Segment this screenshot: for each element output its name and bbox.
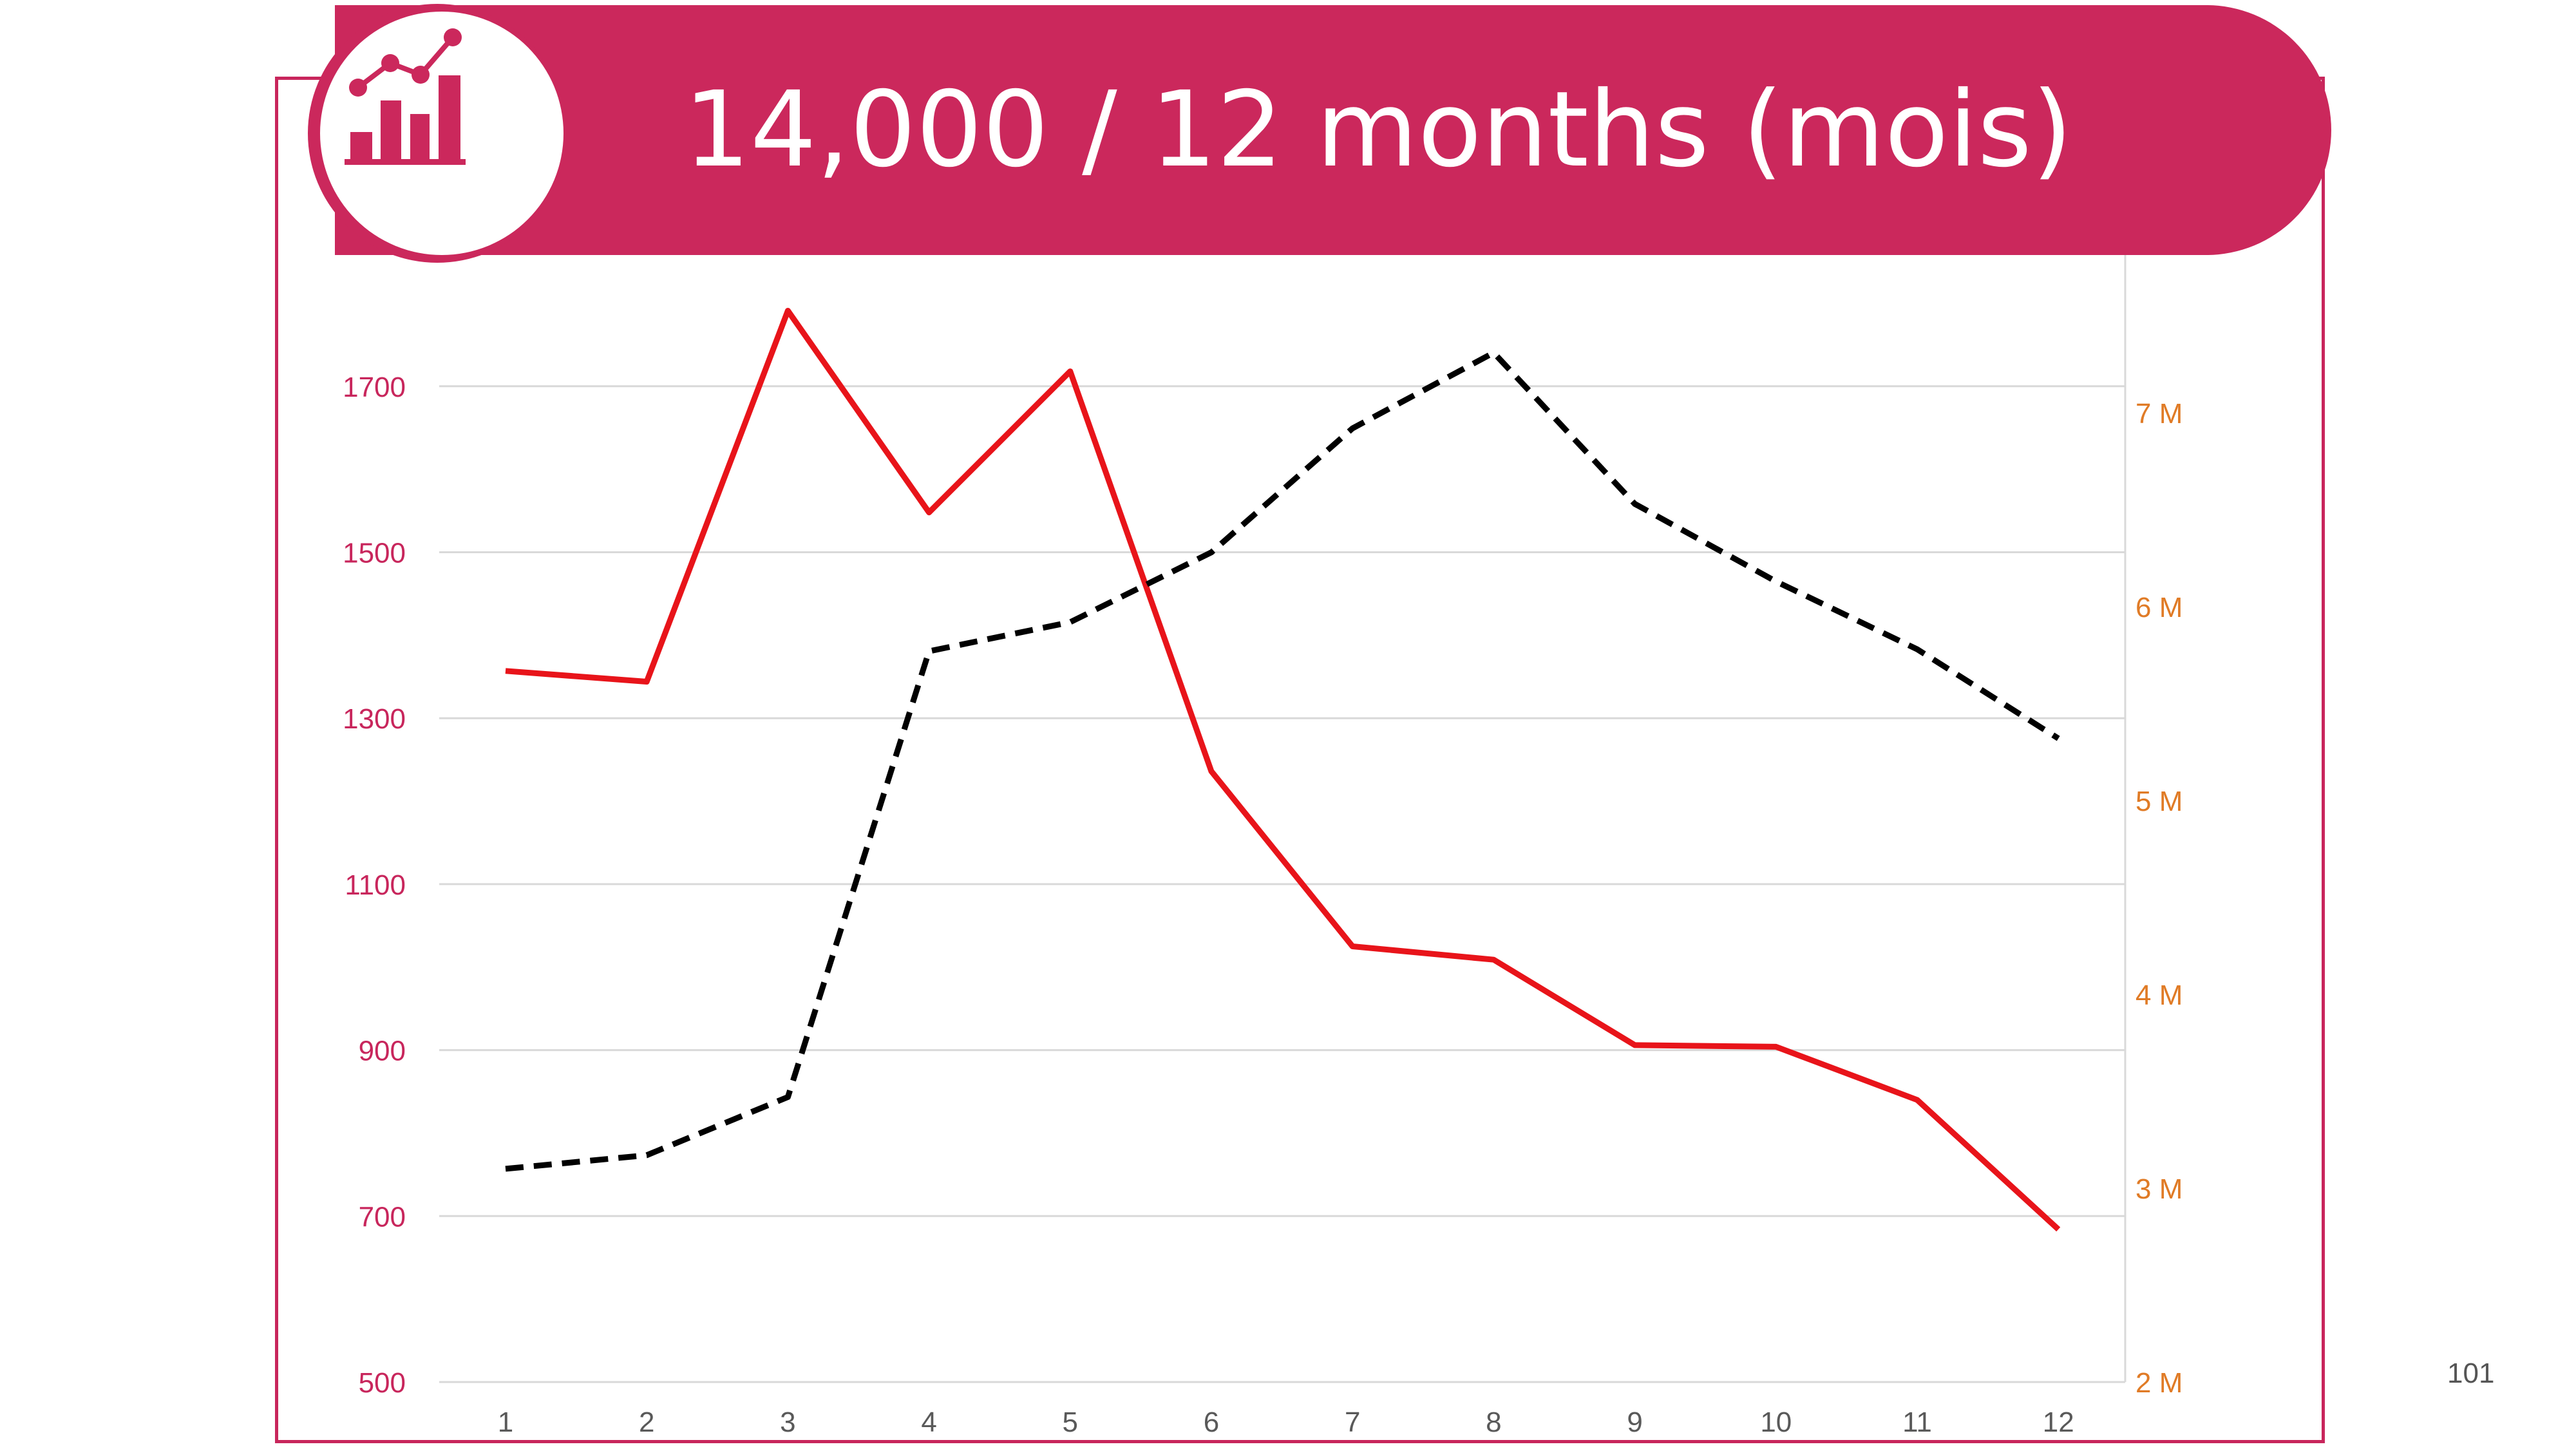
left-axis-tick-label: 700 xyxy=(359,1201,406,1233)
series-lines xyxy=(505,308,2061,1232)
x-axis-tick-label: 11 xyxy=(1902,1406,1932,1438)
right-axis-tick-label: 7 M xyxy=(2136,398,2183,430)
x-axis-tick-label: 6 xyxy=(1204,1406,1219,1438)
left-axis-tick-label: 1100 xyxy=(345,869,406,901)
x-axis-tick-label: 7 xyxy=(1345,1406,1360,1438)
right-axis-tick-label: 3 M xyxy=(2136,1173,2183,1205)
page-number: 101 xyxy=(2447,1358,2495,1389)
x-axis-tick-label: 5 xyxy=(1063,1406,1078,1438)
left-axis-tick-label: 500 xyxy=(359,1367,406,1399)
x-axis-ticks: 1 2 3 4 5 6 7 8 9 10 11 12 xyxy=(498,1406,2074,1438)
series-line-solid xyxy=(505,308,2061,1232)
right-axis-tick-label: 6 M xyxy=(2136,592,2183,623)
left-axis-tick-label: 1500 xyxy=(343,538,406,569)
x-axis-tick-label: 3 xyxy=(780,1406,795,1438)
title-banner xyxy=(335,5,2331,255)
left-axis-ticks: 500 700 900 1100 1300 1500 1700 xyxy=(343,372,406,1399)
x-axis-tick-label: 10 xyxy=(1760,1406,1792,1438)
right-axis-ticks: 2 M 3 M 4 M 5 M 6 M 7 M xyxy=(2136,398,2183,1399)
bar-chart-with-trend-line-icon xyxy=(345,28,466,165)
x-axis-tick-label: 8 xyxy=(1486,1406,1501,1438)
x-axis-tick-label: 4 xyxy=(921,1406,936,1438)
x-axis-tick-label: 1 xyxy=(498,1406,513,1438)
left-axis-tick-label: 1700 xyxy=(343,372,406,403)
x-axis-tick-label: 12 xyxy=(2043,1406,2074,1438)
x-axis-tick-label: 9 xyxy=(1627,1406,1642,1438)
left-axis-tick-label: 900 xyxy=(359,1036,406,1067)
gridlines xyxy=(439,255,2126,1383)
x-axis-tick-label: 2 xyxy=(639,1406,654,1438)
right-axis-tick-label: 2 M xyxy=(2136,1367,2183,1399)
right-axis-tick-label: 5 M xyxy=(2136,786,2183,817)
series-line-dashed xyxy=(505,350,2060,1172)
right-axis-tick-label: 4 M xyxy=(2136,980,2183,1011)
page-title: 14,000 / 12 months (mois) xyxy=(683,70,2073,191)
left-axis-tick-label: 1300 xyxy=(343,703,406,735)
